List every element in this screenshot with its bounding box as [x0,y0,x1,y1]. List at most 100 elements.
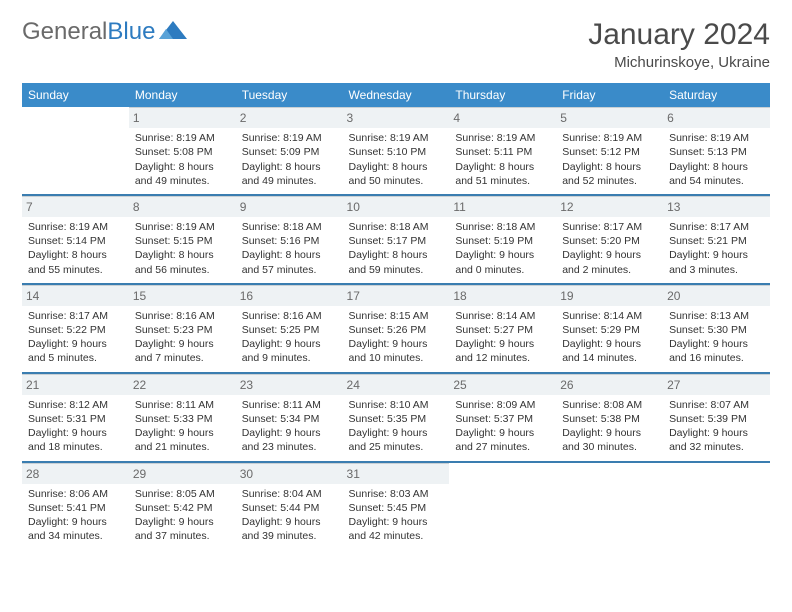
day-number: 9 [236,196,343,217]
detail-line: Sunrise: 8:05 AM [135,487,230,501]
detail-line: Sunset: 5:37 PM [455,412,550,426]
day-details: Sunrise: 8:16 AMSunset: 5:25 PMDaylight:… [242,309,337,366]
day-details: Sunrise: 8:07 AMSunset: 5:39 PMDaylight:… [669,398,764,455]
detail-line: and 50 minutes. [349,174,444,188]
day-number: 29 [129,463,236,484]
detail-line: Sunrise: 8:19 AM [455,131,550,145]
detail-line: and 5 minutes. [28,351,123,365]
detail-line: and 49 minutes. [135,174,230,188]
day-details: Sunrise: 8:08 AMSunset: 5:38 PMDaylight:… [562,398,657,455]
detail-line: Sunrise: 8:08 AM [562,398,657,412]
day-number: 28 [22,463,129,484]
detail-line: Sunset: 5:09 PM [242,145,337,159]
detail-line: Sunset: 5:45 PM [349,501,444,515]
day-details: Sunrise: 8:17 AMSunset: 5:21 PMDaylight:… [669,220,764,277]
day-details: Sunrise: 8:19 AMSunset: 5:13 PMDaylight:… [669,131,764,188]
day-details: Sunrise: 8:19 AMSunset: 5:10 PMDaylight:… [349,131,444,188]
detail-line: and 10 minutes. [349,351,444,365]
detail-line: and 2 minutes. [562,263,657,277]
day-number: 22 [129,374,236,395]
detail-line: Sunrise: 8:15 AM [349,309,444,323]
day-number: 21 [22,374,129,395]
detail-line: Sunrise: 8:07 AM [669,398,764,412]
detail-line: and 54 minutes. [669,174,764,188]
location: Michurinskoye, Ukraine [588,54,770,71]
detail-line: and 18 minutes. [28,440,123,454]
day-cell: 10 Sunrise: 8:18 AMSunset: 5:17 PMDayligh… [343,195,450,284]
detail-line: Sunset: 5:15 PM [135,234,230,248]
day-number: 24 [343,374,450,395]
day-number: 10 [343,196,450,217]
detail-line: Daylight: 9 hours [455,248,550,262]
detail-line: Daylight: 9 hours [135,426,230,440]
detail-line: Sunset: 5:30 PM [669,323,764,337]
detail-line: and 55 minutes. [28,263,123,277]
detail-line: Daylight: 9 hours [455,426,550,440]
detail-line: and 42 minutes. [349,529,444,543]
detail-line: Sunset: 5:33 PM [135,412,230,426]
day-number: 19 [556,285,663,306]
day-details: Sunrise: 8:12 AMSunset: 5:31 PMDaylight:… [28,398,123,455]
day-details: Sunrise: 8:18 AMSunset: 5:17 PMDaylight:… [349,220,444,277]
detail-line: and 25 minutes. [349,440,444,454]
day-cell: 3Sunrise: 8:19 AMSunset: 5:10 PMDaylight… [343,107,450,195]
detail-line: Daylight: 9 hours [562,337,657,351]
logo-triangle-icon [159,18,187,46]
detail-line: Daylight: 9 hours [135,337,230,351]
detail-line: Daylight: 9 hours [28,337,123,351]
calendar-weeks: 1Sunrise: 8:19 AMSunset: 5:08 PMDaylight… [22,107,770,549]
detail-line: Daylight: 9 hours [669,337,764,351]
detail-line: Sunset: 5:23 PM [135,323,230,337]
detail-line: Sunset: 5:08 PM [135,145,230,159]
detail-line: Daylight: 9 hours [349,515,444,529]
detail-line: and 49 minutes. [242,174,337,188]
day-number: 25 [449,374,556,395]
detail-line: Daylight: 9 hours [28,426,123,440]
day-details: Sunrise: 8:14 AMSunset: 5:27 PMDaylight:… [455,309,550,366]
detail-line: Sunrise: 8:10 AM [349,398,444,412]
day-number: 20 [663,285,770,306]
detail-line: and 0 minutes. [455,263,550,277]
logo-text-gray: General [22,18,107,46]
detail-line: Sunset: 5:34 PM [242,412,337,426]
day-cell: 31 Sunrise: 8:03 AMSunset: 5:45 PMDayligh… [343,462,450,550]
detail-line: Sunset: 5:31 PM [28,412,123,426]
day-number: 14 [22,285,129,306]
detail-line: and 56 minutes. [135,263,230,277]
week-row: 14Sunrise: 8:17 AMSunset: 5:22 PMDayligh… [22,284,770,373]
detail-line: Sunset: 5:19 PM [455,234,550,248]
detail-line: Sunrise: 8:03 AM [349,487,444,501]
logo-text-blue: Blue [107,18,155,46]
day-number: 4 [449,107,556,128]
day-number: 11 [449,196,556,217]
detail-line: Sunrise: 8:19 AM [135,131,230,145]
day-header: Thursday [449,83,556,107]
day-cell: 22Sunrise: 8:11 AMSunset: 5:33 PMDayligh… [129,373,236,462]
calendar-table: Sunday Monday Tuesday Wednesday Thursday… [22,83,770,107]
day-header: Saturday [663,83,770,107]
detail-line: Sunset: 5:26 PM [349,323,444,337]
detail-line: and 7 minutes. [135,351,230,365]
day-number: 7 [22,196,129,217]
day-details: Sunrise: 8:10 AMSunset: 5:35 PMDaylight:… [349,398,444,455]
detail-line: Daylight: 8 hours [135,248,230,262]
day-number: 6 [663,107,770,128]
detail-line: Daylight: 9 hours [28,515,123,529]
day-number: 30 [236,463,343,484]
day-details: Sunrise: 8:19 AMSunset: 5:12 PMDaylight:… [562,131,657,188]
day-details: Sunrise: 8:04 AMSunset: 5:44 PMDaylight:… [242,487,337,544]
detail-line: Daylight: 8 hours [562,160,657,174]
day-cell: 16Sunrise: 8:16 AMSunset: 5:25 PMDayligh… [236,284,343,373]
day-number: 31 [343,463,450,484]
day-cell: 25Sunrise: 8:09 AMSunset: 5:37 PMDayligh… [449,373,556,462]
detail-line: Sunset: 5:42 PM [135,501,230,515]
detail-line: and 51 minutes. [455,174,550,188]
detail-line: Sunset: 5:11 PM [455,145,550,159]
day-details: Sunrise: 8:19 AMSunset: 5:14 PMDaylight:… [28,220,123,277]
day-cell: 24 Sunrise: 8:10 AMSunset: 5:35 PMDayligh… [343,373,450,462]
detail-line: Daylight: 9 hours [349,337,444,351]
detail-line: Daylight: 8 hours [349,160,444,174]
day-number: 13 [663,196,770,217]
detail-line: Sunrise: 8:19 AM [135,220,230,234]
day-details: Sunrise: 8:19 AMSunset: 5:15 PMDaylight:… [135,220,230,277]
